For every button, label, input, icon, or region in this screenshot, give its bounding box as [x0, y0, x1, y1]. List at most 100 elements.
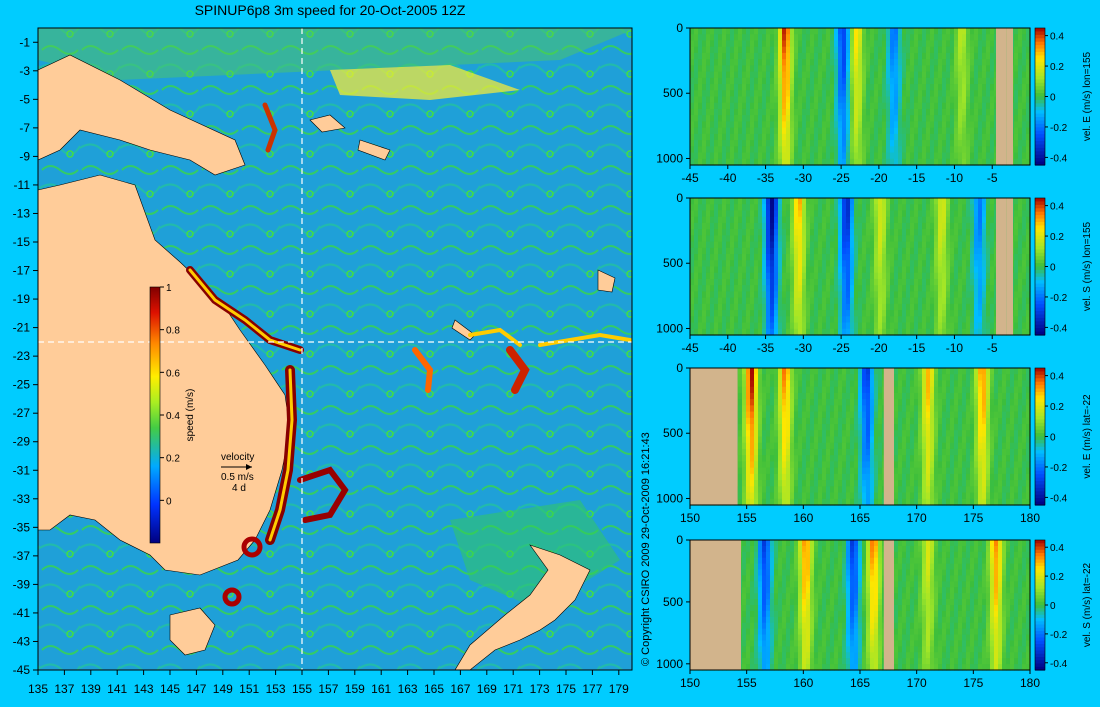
map-y-tick-label: -3: [19, 64, 30, 78]
section-field: [690, 540, 1031, 671]
section-x-tick-label: -25: [832, 171, 850, 185]
speed-colorbar-bar: [150, 287, 160, 543]
map-y-tick-label: -17: [13, 264, 31, 278]
section-y-tick-label: 500: [663, 595, 683, 609]
section-field: [690, 28, 1031, 166]
section-y-tick-label: 0: [676, 361, 683, 375]
section-x-tick-label: -15: [908, 171, 926, 185]
section-x-tick-label: -15: [908, 341, 926, 355]
section-colorbar-tick-label: 0.2: [1050, 232, 1064, 243]
section-land-mask: [996, 198, 1006, 335]
section-plot-vel-e-lon155: -45-40-35-30-25-20-15-10-5050010000.40.2…: [650, 20, 1100, 195]
map-y-tick-label: -29: [13, 435, 31, 449]
section-land-mask: [1006, 28, 1013, 165]
speed-colorbar-label: speed (m/s): [185, 389, 196, 442]
section-x-tick-label: -40: [719, 341, 737, 355]
map-x-tick-label: 149: [213, 682, 233, 696]
section-x-tick-label: 160: [793, 676, 813, 690]
section-colorbar-label: vel. S (m/s) lon=155: [1082, 221, 1093, 311]
section-y-tick-label: 0: [676, 21, 683, 35]
map-y-axis: -1-3-5-7-9-11-13-15-17-19-21-23-25-27-29…: [13, 35, 38, 677]
map-x-tick-label: 147: [186, 682, 206, 696]
section-x-tick-label: -35: [757, 171, 775, 185]
map-y-tick-label: -27: [13, 406, 31, 420]
section-x-tick-label: 180: [1020, 676, 1040, 690]
map-y-tick-label: -11: [14, 178, 31, 192]
map-x-tick-label: 171: [503, 682, 523, 696]
map-x-tick-label: 157: [318, 682, 338, 696]
section-colorbar-label: vel. E (m/s) lat=-22: [1082, 394, 1093, 479]
map-x-tick-label: 137: [54, 682, 74, 696]
map-y-tick-label: -35: [13, 520, 31, 534]
map-y-tick-label: -15: [13, 235, 31, 249]
map-y-tick-label: -43: [13, 634, 31, 648]
section-y-tick-label: 1000: [656, 151, 683, 165]
map-x-tick-label: 177: [582, 682, 602, 696]
section-x-tick-label: -10: [946, 341, 964, 355]
section-y-tick-label: 500: [663, 86, 683, 100]
section-colorbar-tick-label: -0.4: [1050, 659, 1068, 670]
map-y-tick-label: -25: [13, 378, 31, 392]
section-land-mask: [884, 540, 894, 670]
map-x-tick-label: 173: [530, 682, 550, 696]
section-x-tick-label: 150: [680, 676, 700, 690]
section-colorbar-tick-label: 0: [1050, 601, 1056, 612]
map-x-tick-label: 163: [398, 682, 418, 696]
velocity-legend-speed: 0.5 m/s: [221, 472, 254, 483]
section-x-tick-label: -30: [795, 341, 813, 355]
map-y-tick-label: -9: [19, 149, 30, 163]
section-x-tick-label: 170: [907, 676, 927, 690]
section-x-tick-label: 155: [737, 676, 757, 690]
section-x-tick-label: 170: [907, 511, 927, 525]
map-x-tick-label: 161: [371, 682, 391, 696]
section-colorbar-tick-label: 0.4: [1050, 543, 1064, 554]
section-x-tick-label: 180: [1020, 511, 1040, 525]
section-plot-vel-s-lon155: -45-40-35-30-25-20-15-10-5050010000.40.2…: [650, 190, 1100, 365]
section-land-mask: [996, 28, 1006, 165]
section-x-tick-label: -10: [946, 171, 964, 185]
section-x-tick-label: -45: [681, 171, 699, 185]
map-x-tick-label: 179: [609, 682, 629, 696]
map-x-tick-label: 175: [556, 682, 576, 696]
section-x-tick-label: 175: [963, 676, 983, 690]
map-y-tick-label: -19: [13, 292, 31, 306]
map-y-tick-label: -21: [13, 321, 31, 335]
section-colorbar-tick-label: 0.4: [1050, 202, 1064, 213]
section-colorbar-label: vel. E (m/s) lon=155: [1082, 51, 1093, 141]
map-y-tick-label: -45: [13, 663, 31, 677]
section-colorbar-tick-label: -0.4: [1050, 153, 1068, 164]
velocity-legend-title: velocity: [221, 452, 254, 463]
section-colorbar-tick-label: 0: [1050, 433, 1056, 444]
section-colorbar-tick-label: -0.2: [1050, 293, 1068, 304]
map-y-tick-label: -7: [19, 121, 30, 135]
section-colorbar-tick-label: -0.2: [1050, 463, 1068, 474]
speed-colorbar-tick-label: 0.4: [166, 411, 180, 422]
section-x-tick-label: 165: [850, 511, 870, 525]
section-colorbar-tick-label: -0.4: [1050, 493, 1068, 504]
speed-colorbar-tick-label: 0: [166, 496, 172, 507]
section-land-mask: [1006, 198, 1013, 335]
section-y-tick-label: 500: [663, 256, 683, 270]
section-colorbar: 0.40.20-0.2-0.4: [1035, 28, 1068, 166]
map-y-tick-label: -31: [13, 463, 31, 477]
map-y-tick-label: -13: [13, 206, 31, 220]
map-y-tick-label: -37: [13, 549, 31, 563]
map-y-tick-label: -1: [19, 35, 30, 49]
section-colorbar-tick-label: 0.2: [1050, 572, 1064, 583]
section-x-tick-label: -30: [795, 171, 813, 185]
section-field: [690, 368, 1031, 506]
section-y-tick-label: 500: [663, 426, 683, 440]
map-x-tick-label: 139: [81, 682, 101, 696]
section-colorbar-tick-label: -0.4: [1050, 323, 1068, 334]
section-x-tick-label: 175: [963, 511, 983, 525]
section-x-tick-label: -25: [832, 341, 850, 355]
section-colorbar-tick-label: 0.2: [1050, 402, 1064, 413]
section-y-tick-label: 0: [676, 191, 683, 205]
map-x-tick-label: 153: [266, 682, 286, 696]
section-colorbar-label: vel. S (m/s) lat=-22: [1082, 562, 1093, 647]
